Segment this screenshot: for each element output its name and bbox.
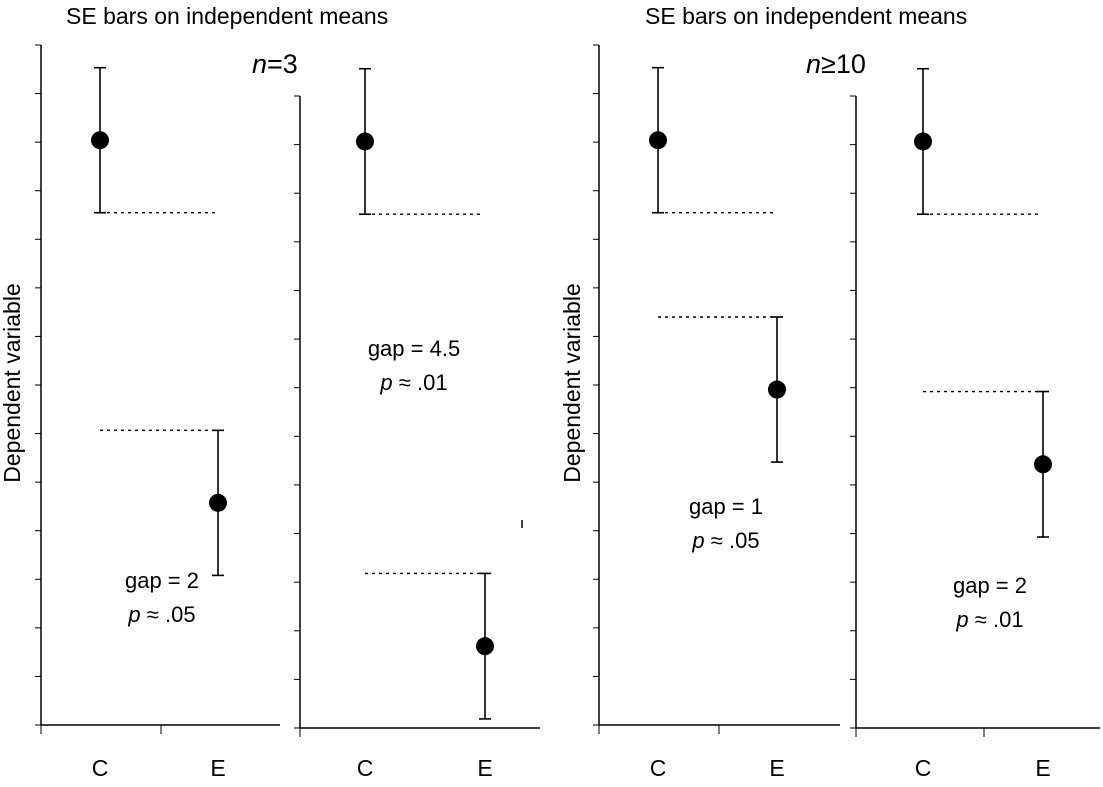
panel-3-p-value-label: p ≈ .05 — [691, 528, 759, 553]
panel-4-p-symbol: p — [955, 607, 968, 632]
panel-2-p-value: ≈ .01 — [393, 370, 448, 395]
panel-2-p-value-label: p ≈ .01 — [379, 370, 447, 395]
panel-3-gap-label: gap = 1 — [689, 494, 763, 519]
panel-4-p-value: ≈ .01 — [969, 607, 1024, 632]
panel-1-c-mean-point — [91, 131, 109, 150]
panel-1-category-label-c: C — [92, 755, 109, 781]
panel-3-e-mean-point — [768, 380, 786, 399]
sample-size-right-n: n — [806, 49, 821, 79]
panel-3-category-label-e: E — [769, 755, 784, 781]
panel-3-c-mean-point — [649, 131, 667, 150]
panel-4-gap-label: gap = 2 — [953, 573, 1027, 598]
panel-4-category-label-e: E — [1035, 755, 1050, 781]
sample-size-right: n≥10 — [806, 49, 866, 79]
panel-2-e-mean-point — [476, 637, 494, 656]
panel-1-e-mean-point — [209, 493, 227, 512]
panel-3-category-label-c: C — [650, 755, 667, 781]
panel-4-c-mean-point — [914, 132, 932, 151]
panel-1-gap-label: gap = 2 — [125, 568, 199, 593]
sample-size-right-rest: ≥10 — [821, 49, 866, 79]
sample-size-left-rest: =3 — [267, 49, 298, 79]
panel-4-p-value-label: p ≈ .01 — [955, 607, 1023, 632]
y-axis-label-right: Dependent variable — [559, 283, 585, 482]
chart-title-right: SE bars on independent means — [645, 3, 967, 29]
panel-1-p-symbol: p — [127, 602, 140, 627]
panel-2-c-mean-point — [356, 132, 374, 151]
panel-2-category-label-e: E — [477, 755, 492, 781]
panel-4-e-mean-point — [1034, 455, 1052, 474]
panel-2-category-label-c: C — [357, 755, 374, 781]
panel-1-p-value: ≈ .05 — [141, 602, 196, 627]
panel-3-p-symbol: p — [691, 528, 704, 553]
y-axis-label-left: Dependent variable — [0, 283, 25, 482]
panel-4-category-label-c: C — [915, 755, 932, 781]
sample-size-left-n: n — [252, 49, 267, 79]
sample-size-left: n=3 — [252, 49, 298, 79]
chart-title-left: SE bars on independent means — [66, 3, 388, 29]
panel-2-p-symbol: p — [379, 370, 392, 395]
panel-1-p-value-label: p ≈ .05 — [127, 602, 195, 627]
panel-3-p-value: ≈ .05 — [705, 528, 760, 553]
panel-1-category-label-e: E — [210, 755, 225, 781]
panel-2-gap-label: gap = 4.5 — [368, 336, 460, 361]
